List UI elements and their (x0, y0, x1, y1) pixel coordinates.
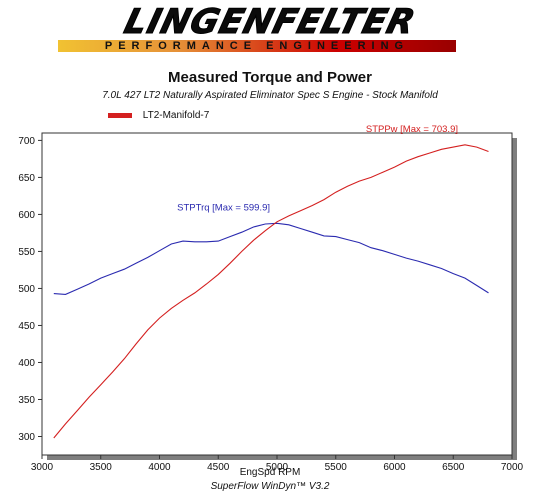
legend-label: LT2-Manifold-7 (142, 110, 210, 121)
legend-swatch (108, 113, 132, 118)
x-tick-label: 5500 (325, 462, 348, 473)
y-tick-label: 550 (18, 247, 35, 258)
annotation-stppw: STPPw [Max = 703.9] (366, 124, 458, 135)
x-axis-ticks: 3000 3500 4000 4500 5000 5500 6000 6500 7000 (31, 455, 524, 473)
x-tick-label: 7000 (501, 462, 524, 473)
logo-tagline: PERFORMANCE ENGINEERING (104, 40, 410, 52)
x-tick-label: 6500 (442, 462, 465, 473)
y-tick-label: 350 (18, 395, 35, 406)
series-line-stptrq (53, 222, 489, 295)
lingenfelter-logo: LINGENFELTER PERFORMANCE ENGINEERING (0, 0, 540, 62)
y-tick-label: 450 (18, 321, 35, 332)
annotation-stptrq: STPTrq [Max = 599.9] (177, 202, 270, 213)
x-tick-label: 4000 (148, 462, 171, 473)
y-tick-label: 650 (18, 173, 35, 184)
y-tick-label: 500 (18, 284, 35, 295)
x-tick-label: 3500 (90, 462, 113, 473)
software-footer: SuperFlow WinDyn™ V3.2 (210, 481, 330, 492)
y-axis-ticks: 300 350 400 450 500 550 600 650 700 (18, 136, 42, 443)
chart-subtitle: 7.0L 427 LT2 Naturally Aspirated Elimina… (102, 90, 438, 101)
series-annotations: STPTrq [Max = 599.9] STPPw [Max = 703.9] (177, 124, 458, 213)
logo-gradient-bar (58, 40, 456, 52)
x-tick-label: 6000 (383, 462, 406, 473)
x-tick-label: 5000 (266, 462, 289, 473)
chart-legend: LT2-Manifold-7 (108, 110, 209, 121)
x-axis-label: EngSpd RPM (239, 467, 301, 478)
y-tick-label: 700 (18, 136, 35, 147)
y-tick-label: 400 (18, 358, 35, 369)
chart-title: Measured Torque and Power (168, 69, 372, 86)
y-tick-label: 300 (18, 432, 35, 443)
series-lines (53, 144, 489, 439)
x-tick-label: 4500 (207, 462, 230, 473)
plot-area (41, 132, 513, 456)
x-tick-label: 3000 (31, 462, 54, 473)
y-tick-label: 600 (18, 210, 35, 221)
series-line-stppw (53, 144, 489, 439)
